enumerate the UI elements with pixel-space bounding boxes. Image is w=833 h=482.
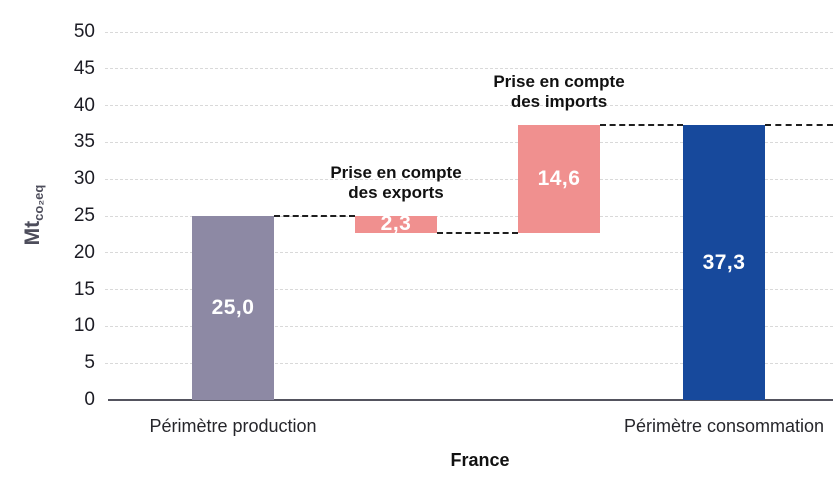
- y-tick-label-0: 0: [84, 389, 95, 410]
- x-axis-label: France: [450, 450, 510, 470]
- gridline-45: [105, 68, 833, 70]
- connector-line-1: [437, 231, 518, 234]
- gridline-30: [105, 178, 833, 180]
- bar-consommation: 37,3: [683, 125, 765, 400]
- bar-value-imports: 14,6: [537, 167, 581, 191]
- gridline-25: [105, 215, 833, 217]
- gridline-50: [105, 31, 833, 33]
- category-label-consommation: Périmètre consommation: [623, 416, 825, 436]
- y-tick-label-15: 15: [73, 278, 95, 300]
- annotation-exports: Prise en compte des exports: [330, 162, 462, 202]
- y-tick-label-5: 5: [84, 352, 95, 374]
- gridline-20: [105, 252, 833, 254]
- bar-exports: 2,3: [355, 212, 437, 235]
- bar-value-consommation: 37,3: [702, 250, 746, 274]
- y-tick-label-10: 10: [73, 315, 95, 337]
- y-tick-label-30: 30: [73, 168, 95, 190]
- connector-line-2: [600, 124, 683, 127]
- annotation-imports: Prise en compte des imports: [493, 72, 625, 112]
- gridline-40: [105, 105, 833, 107]
- y-tick-label-25: 25: [73, 205, 95, 226]
- gridline-10: [105, 325, 833, 327]
- y-tick-label-50: 50: [73, 21, 95, 42]
- y-tick-label-40: 40: [73, 94, 95, 116]
- y-tick-label-20: 20: [73, 241, 95, 263]
- bar-imports: 14,6: [518, 125, 600, 233]
- y-tick-label-35: 35: [73, 131, 95, 153]
- gridline-35: [105, 141, 833, 143]
- gridline-15: [105, 289, 833, 291]
- bar-value-production: 25,0: [211, 296, 255, 319]
- y-tick-label-45: 45: [73, 57, 95, 79]
- gridline-5: [105, 362, 833, 364]
- connector-line-0: [274, 215, 355, 217]
- connector-line-3: [765, 124, 833, 127]
- x-axis-line: [108, 399, 833, 401]
- category-label-production: Périmètre production: [149, 416, 317, 436]
- bar-production: 25,0: [192, 216, 274, 400]
- bar-value-exports: 2,3: [380, 212, 412, 236]
